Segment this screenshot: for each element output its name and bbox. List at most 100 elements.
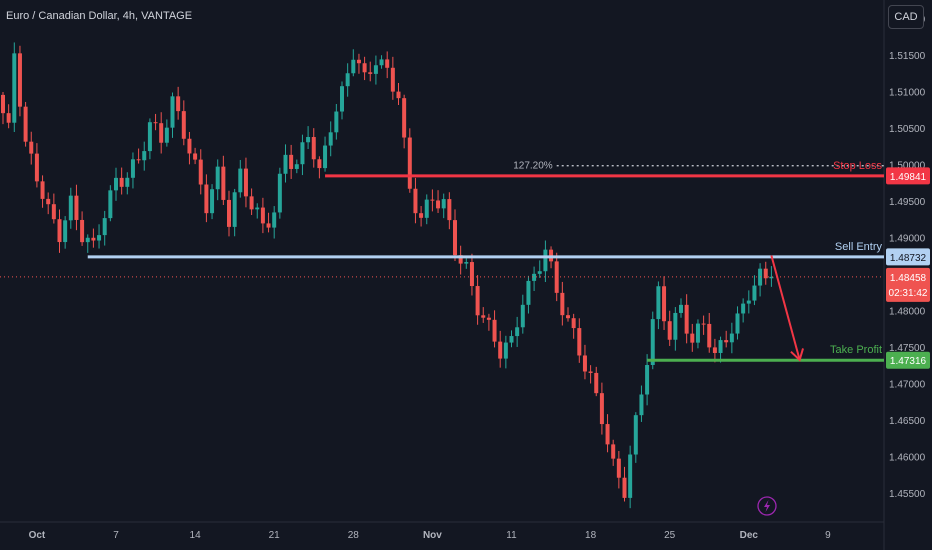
candle-body bbox=[249, 196, 254, 210]
candle-body bbox=[430, 199, 435, 201]
candle-body bbox=[628, 454, 633, 498]
candle-body bbox=[187, 138, 192, 154]
time-tick-label: 7 bbox=[113, 530, 119, 541]
candle-body bbox=[29, 141, 34, 154]
candle-body bbox=[345, 73, 350, 87]
candle-body bbox=[283, 154, 288, 174]
projection-arrow-shaft bbox=[770, 255, 801, 361]
current-price-badge bbox=[886, 267, 930, 302]
candle-body bbox=[475, 286, 480, 316]
candle-body bbox=[436, 200, 441, 209]
candle-body bbox=[328, 132, 333, 146]
candle-body bbox=[74, 195, 79, 220]
candle-body bbox=[91, 237, 96, 241]
bar-countdown: 02:31:42 bbox=[889, 288, 928, 299]
candle-body bbox=[515, 327, 520, 337]
candle-body bbox=[114, 177, 118, 191]
current-price-value: 1.48458 bbox=[890, 273, 927, 284]
candle-body bbox=[526, 280, 531, 305]
price-tick-label: 1.49000 bbox=[889, 233, 926, 244]
price-tick-label: 1.51000 bbox=[889, 87, 926, 98]
candle-body bbox=[12, 53, 17, 123]
candle-body bbox=[238, 168, 243, 193]
candle-body bbox=[356, 59, 361, 64]
candle-body bbox=[97, 235, 102, 241]
price-axis-badges: 1.49841 1.48732 1.47316 1.48458 02:31:42 bbox=[886, 167, 930, 369]
candle-body bbox=[633, 415, 638, 455]
time-tick-label: 11 bbox=[506, 530, 517, 541]
candle-body bbox=[486, 317, 491, 320]
candle-body bbox=[181, 111, 186, 139]
candle-body bbox=[68, 195, 73, 221]
candle-body bbox=[51, 204, 56, 220]
candle-body bbox=[402, 98, 407, 138]
candle-body bbox=[289, 154, 294, 169]
candle-body bbox=[503, 342, 508, 359]
candle-body bbox=[80, 219, 85, 243]
candle-body bbox=[379, 59, 384, 66]
candle-body bbox=[170, 96, 175, 128]
candle-body bbox=[232, 192, 237, 227]
time-tick-label: Oct bbox=[29, 530, 46, 541]
candle-body bbox=[63, 220, 68, 243]
candle-body bbox=[707, 323, 712, 348]
candle-body bbox=[582, 355, 587, 372]
price-tick-label: 1.46500 bbox=[889, 416, 926, 427]
candle-body bbox=[317, 159, 322, 169]
time-axis[interactable]: Oct 7 14 21 28 Nov 11 18 25 Dec 9 bbox=[29, 530, 832, 541]
sell-entry-badge bbox=[886, 248, 930, 266]
trade-levels: 127.20% Stop Loss Sell Entry Take Profit bbox=[0, 160, 884, 362]
candle-body bbox=[769, 276, 774, 279]
candle-body bbox=[419, 213, 424, 218]
time-tick-label: 14 bbox=[190, 530, 202, 541]
candle-body bbox=[673, 312, 678, 340]
candle-body bbox=[724, 340, 729, 343]
currency-button[interactable]: CAD bbox=[888, 5, 924, 29]
candle-body bbox=[34, 153, 39, 182]
candle-body bbox=[153, 122, 158, 124]
candle-body bbox=[650, 319, 655, 366]
candle-body bbox=[272, 212, 277, 228]
candle-body bbox=[277, 173, 282, 213]
candle-body bbox=[695, 323, 700, 343]
price-tick-label: 1.47500 bbox=[889, 343, 926, 354]
candle-body bbox=[560, 292, 565, 316]
candle-body bbox=[718, 340, 723, 353]
stop-loss-label: Stop Loss bbox=[833, 160, 882, 172]
candle-body bbox=[605, 424, 610, 445]
candle-body bbox=[125, 177, 130, 187]
candle-body bbox=[662, 286, 667, 322]
candle-body bbox=[594, 372, 599, 394]
take-profit-badge-price: 1.47316 bbox=[890, 356, 927, 367]
candle-body bbox=[712, 347, 717, 353]
candle-body bbox=[729, 333, 734, 343]
candle-body bbox=[221, 166, 226, 200]
candle-body bbox=[458, 255, 463, 264]
candle-body bbox=[441, 199, 446, 209]
candle-body bbox=[1, 94, 5, 114]
take-profit-badge bbox=[886, 351, 930, 369]
candle-body bbox=[746, 300, 751, 304]
flash-icon[interactable] bbox=[757, 496, 777, 516]
candle-body bbox=[741, 303, 746, 314]
time-tick-label: 18 bbox=[585, 530, 597, 541]
candle-body bbox=[340, 86, 344, 112]
candle-body bbox=[571, 318, 576, 329]
candle-body bbox=[735, 313, 740, 334]
candle-body bbox=[464, 262, 469, 264]
candle-body bbox=[684, 304, 689, 334]
price-tick-label: 1.50500 bbox=[889, 124, 926, 135]
candle-body bbox=[323, 145, 328, 169]
candlestick-series bbox=[1, 42, 774, 509]
candle-body bbox=[701, 323, 706, 325]
time-tick-label: 25 bbox=[664, 530, 676, 541]
candle-body bbox=[147, 122, 152, 152]
candle-body bbox=[413, 188, 418, 214]
candle-body bbox=[215, 166, 220, 190]
candle-body bbox=[40, 181, 45, 199]
price-tick-label: 1.49500 bbox=[889, 197, 926, 208]
candle-body bbox=[424, 199, 429, 218]
candle-body bbox=[260, 207, 265, 224]
